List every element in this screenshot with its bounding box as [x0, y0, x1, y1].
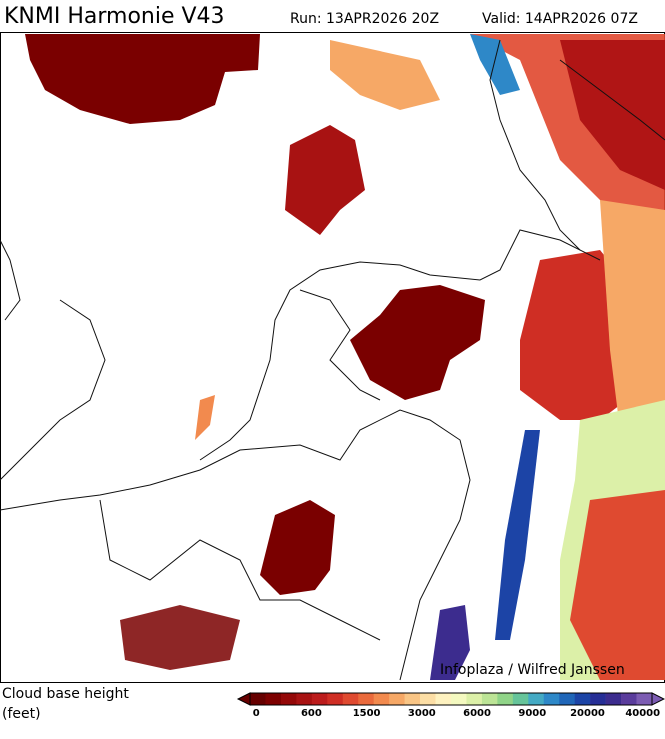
- cloud-area: [330, 40, 440, 110]
- cloud-area: [570, 490, 665, 680]
- cloud-area: [260, 500, 335, 595]
- colorbar-swatch: [590, 693, 606, 705]
- cloud-area: [25, 34, 260, 124]
- cloud-area: [470, 34, 520, 95]
- colorbar-swatch: [250, 693, 266, 705]
- colorbar-swatch: [528, 693, 545, 705]
- cloud-area: [350, 285, 485, 400]
- colorbar-label: 600: [301, 708, 322, 719]
- colorbar-swatch: [605, 693, 622, 705]
- border: [99, 499, 381, 641]
- cloud-area: [430, 605, 470, 680]
- cloud-area: [560, 40, 665, 190]
- colorbar-swatch: [559, 693, 575, 705]
- colorbar-swatch: [621, 693, 637, 705]
- colorbar-label: 0: [253, 708, 260, 719]
- colorbar-swatch: [420, 693, 436, 705]
- colorbar-swatch: [435, 693, 452, 705]
- coastline: [489, 39, 665, 251]
- colorbar-swatch: [451, 693, 467, 705]
- colorbar-label: 9000: [518, 708, 546, 719]
- colorbar-swatch: [311, 693, 328, 705]
- colorbar-arrow: [651, 692, 665, 706]
- title: KNMI Harmonie V43: [4, 4, 225, 29]
- cloud-area: [285, 125, 365, 235]
- colorbar-swatch: [481, 693, 498, 705]
- colorbar-label: 3000: [408, 708, 436, 719]
- colorbar-swatch: [512, 693, 529, 705]
- run-time: Run: 13APR2026 20Z: [290, 11, 439, 27]
- colorbar-swatch: [296, 693, 313, 705]
- colorbar-swatch: [497, 693, 514, 705]
- legend-title: Cloud base height: [2, 686, 129, 702]
- coastline: [0, 239, 106, 481]
- colorbar-label: 20000: [570, 708, 605, 719]
- colorbar-swatch: [636, 693, 653, 705]
- colorbar-swatch: [543, 693, 560, 705]
- colorbar-swatch: [404, 693, 421, 705]
- valid-time: Valid: 14APR2026 07Z: [482, 11, 638, 27]
- colorbar-swatch: [342, 693, 359, 705]
- legend-units: (feet): [2, 706, 41, 722]
- border: [0, 409, 471, 681]
- cloud-area: [600, 200, 665, 460]
- colorbar-swatch: [265, 693, 282, 705]
- credit: Infoplaza / Wilfred Janssen: [440, 662, 625, 678]
- colorbar-swatch: [280, 693, 297, 705]
- colorbar-label: 1500: [353, 708, 381, 719]
- map: Infoplaza / Wilfred Janssen: [0, 32, 665, 683]
- cloud-area: [195, 395, 215, 440]
- colorbar-swatch: [327, 693, 344, 705]
- colorbar-label: 6000: [463, 708, 491, 719]
- colorbar-swatch: [389, 693, 405, 705]
- coastline: [199, 229, 601, 461]
- colorbar-swatch: [358, 693, 374, 705]
- colorbar-arrow: [236, 692, 251, 706]
- colorbar-swatch: [574, 693, 591, 705]
- colorbar-label: 40000: [625, 708, 660, 719]
- cloud-area: [280, 34, 665, 240]
- colorbar: 0 600 1500 3000 6000 9000 20000 40000: [236, 692, 665, 719]
- cloud-area: [495, 430, 540, 640]
- colorbar-swatch: [373, 693, 390, 705]
- colorbar-swatch: [466, 693, 483, 705]
- cloud-area: [120, 605, 240, 670]
- colorbar-frame: [249, 692, 653, 706]
